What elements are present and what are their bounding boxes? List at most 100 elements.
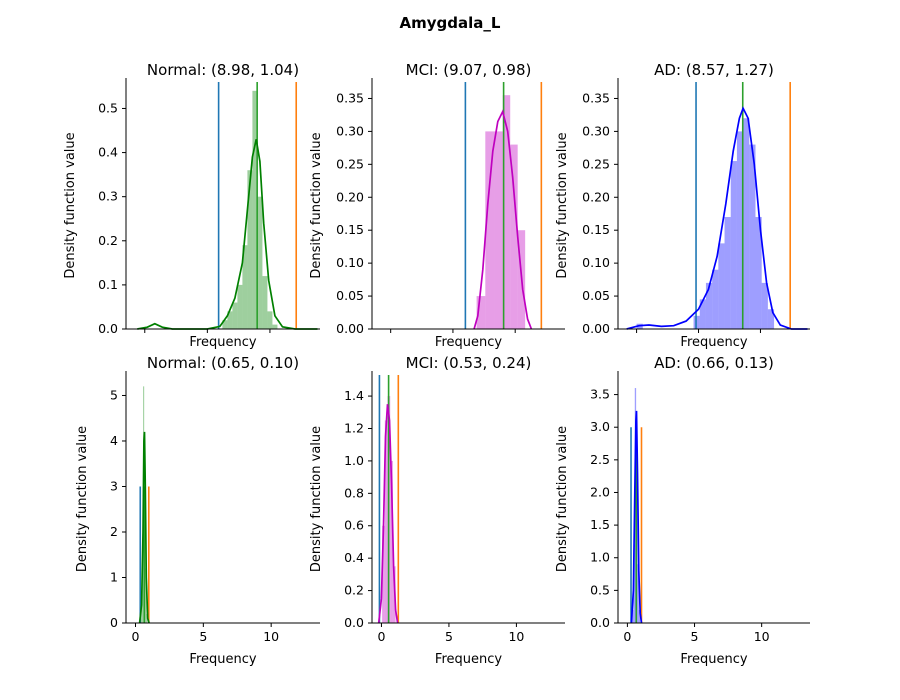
histogram-bar [730,161,737,329]
y-tick-label: 0.5 [98,100,118,115]
histogram-bar [252,90,258,329]
kde-curve [626,106,808,330]
x-axis-label: Frequency [189,652,256,667]
y-tick-label: 0.1 [98,277,118,292]
x-axis-label: Frequency [680,335,747,350]
histogram-bar [237,284,243,329]
y-tick-label: 0.3 [98,189,118,204]
histogram-bar [749,144,756,329]
x-axis-label: Frequency [435,652,502,667]
y-axis-label: Density function value [75,426,90,572]
histogram-bar [145,568,147,623]
y-tick-label: 0.0 [344,615,364,630]
histogram-bar [140,609,143,623]
subplot-ad-3: 0.00 0.05 0.10 0.15 0.20 0.25 0.30 0.35 AD: (8.5… [555,61,810,350]
x-axis-label: Frequency [189,335,256,350]
y-tick-label: 0 [110,615,118,630]
histogram-bar [384,420,388,623]
y-tick-label: 0.30 [582,123,610,138]
y-tick-label: 3.5 [590,387,610,402]
y-tick-label: 0.0 [98,321,118,336]
subplot-ad-6: 0.0 0.5 1.0 1.5 2.0 2.5 3.0 3.5 0 5 10 AD: (0.66, 0… [555,354,810,667]
histogram-bar [755,217,762,329]
y-axis-label: Density function value [309,132,324,278]
y-tick-label: 3 [110,478,118,493]
histogram-bar [736,131,744,329]
y-tick-label: 3.0 [590,419,610,434]
subplot-mci-2: 0.00 0.05 0.10 0.15 0.20 0.25 0.30 0.35 MCI: (9.… [309,61,565,350]
y-tick-label: 0.35 [582,90,610,105]
y-tick-label: 0.6 [344,518,364,533]
x-tick-label: 5 [691,629,699,644]
x-tick-label: 0 [132,629,140,644]
y-tick-label: 1 [110,569,118,584]
y-tick-label: 0.2 [344,583,364,598]
histogram-bar [705,282,713,329]
figure-title: Amygdala_L [400,14,501,32]
histogram-bar [222,320,228,329]
y-tick-label: 0.2 [98,233,118,248]
histogram-bar [390,460,393,623]
histogram-bar [761,282,768,329]
y-tick-label: 2.0 [590,484,610,499]
x-tick-label: 5 [445,629,453,644]
histogram-bar [712,269,719,329]
y-axis-label: Density function value [63,132,78,278]
x-tick-label: 10 [508,629,524,644]
kde-curve [137,139,318,330]
y-tick-label: 0.20 [582,189,610,204]
y-tick-label: 0.4 [344,550,364,565]
histogram-bar [494,131,503,329]
x-axis-label: Frequency [680,652,747,667]
y-tick-label: 0.4 [98,145,118,160]
y-tick-label: 2 [110,524,118,539]
subplot-title: MCI: (9.07, 0.98) [406,61,532,79]
y-tick-label: 0.8 [344,485,364,500]
x-tick-label: 0 [623,629,631,644]
x-tick-label: 0 [377,629,385,644]
y-tick-label: 0.25 [582,156,610,171]
y-tick-label: 0.00 [582,321,610,336]
y-tick-label: 0.15 [336,222,364,237]
y-tick-label: 1.4 [344,388,364,403]
x-tick-label: 10 [263,629,279,644]
histogram-bar [767,309,775,329]
subplot-title: Normal: (0.65, 0.10) [147,354,299,372]
y-tick-label: 0.15 [582,222,610,237]
y-tick-label: 0.10 [582,255,610,270]
histogram-bar [502,95,511,329]
histogram-bar [638,609,641,623]
histogram-bar [699,299,706,329]
y-tick-label: 0.10 [336,255,364,270]
histogram-bar [232,302,238,329]
subplot-title: Normal: (8.98, 1.04) [147,61,299,79]
histogram-bar [267,311,273,329]
y-tick-label: 1.0 [344,453,364,468]
subplot-mci-5: 0.0 0.2 0.4 0.6 0.8 1.0 1.2 1.4 0 5 10 MCI: (0.53, … [309,354,565,667]
histogram-bar [242,245,248,329]
histogram-bar [247,170,253,329]
histogram-bar [485,131,495,329]
y-tick-label: 0.25 [336,156,364,171]
y-tick-label: 1.0 [590,550,610,565]
subplot-title: AD: (8.57, 1.27) [654,61,774,79]
y-tick-label: 0.05 [582,288,610,303]
y-axis-label: Density function value [309,426,324,572]
y-axis-label: Density function value [555,426,570,572]
histogram-bar [476,296,486,329]
y-tick-label: 0.20 [336,189,364,204]
histogram-bar [262,276,268,329]
subplot-normal-1: 0.0 0.1 0.2 0.3 0.4 0.5 Normal: (8.98, 1.04) Fr… [63,61,320,350]
histogram-bar [718,243,725,329]
y-tick-label: 0.0 [590,615,610,630]
histogram-bar [257,196,263,329]
histogram-bar [382,525,385,623]
x-axis-label: Frequency [435,335,502,350]
kde-curve [377,404,399,624]
histogram-bar [272,324,278,329]
y-tick-label: 0.30 [336,123,364,138]
y-tick-label: 1.2 [344,420,364,435]
x-tick-label: 10 [754,629,770,644]
y-tick-label: 5 [110,387,118,402]
